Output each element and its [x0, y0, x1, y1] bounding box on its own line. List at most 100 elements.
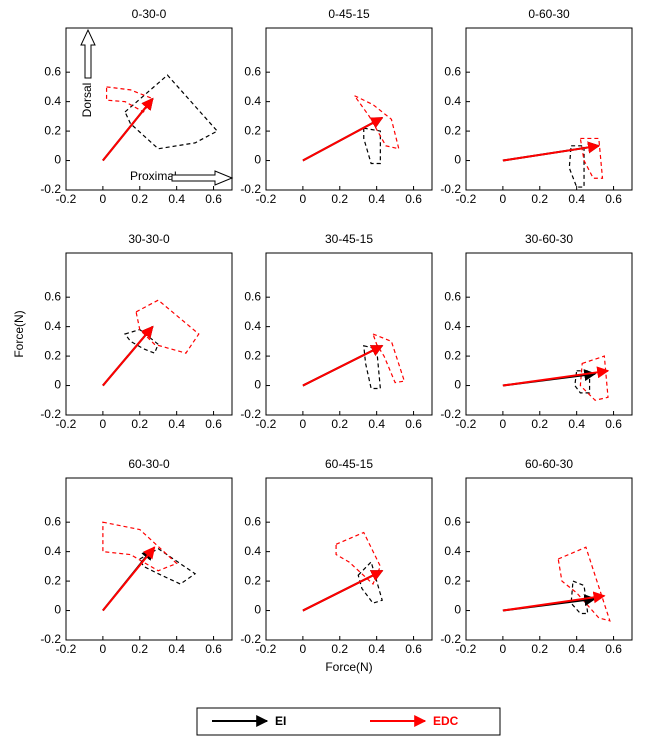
x-tick-label: 0.2: [131, 192, 148, 206]
x-tick-label: 0: [300, 417, 307, 431]
subplot-title: 30-45-15: [325, 232, 373, 246]
y-tick-label: -0.2: [40, 182, 61, 196]
x-tick-label: 0.4: [568, 192, 585, 206]
plot-area: [465, 252, 633, 416]
force-arrow: [502, 591, 606, 612]
annotation: Dorsal: [80, 83, 94, 118]
subplot-title: 30-30-0: [128, 232, 170, 246]
y-tick-label: 0: [254, 603, 261, 617]
subplot-title: 0-45-15: [328, 7, 370, 21]
workspace-region: [570, 580, 589, 615]
y-tick-label: 0.2: [244, 348, 261, 362]
x-tick-label: -0.2: [456, 642, 477, 656]
force-arrow: [302, 569, 384, 612]
force-arrow: [102, 325, 154, 387]
x-tick-label: 0: [300, 642, 307, 656]
x-tick-label: 0: [500, 642, 507, 656]
subplot-title: 30-60-30: [525, 232, 573, 246]
x-axis-label: Force(N): [325, 660, 372, 674]
y-tick-label: 0.2: [44, 348, 61, 362]
annotation: Proximal: [130, 169, 177, 183]
y-tick-label: -0.2: [240, 407, 261, 421]
x-tick-label: 0.6: [405, 642, 422, 656]
x-tick-label: 0.2: [331, 642, 348, 656]
y-tick-label: 0.4: [444, 319, 461, 333]
x-tick-label: 0.4: [168, 642, 185, 656]
y-tick-label: 0.4: [44, 319, 61, 333]
workspace-region: [371, 332, 406, 384]
y-tick-label: 0.6: [244, 514, 261, 528]
y-tick-label: 0: [54, 153, 61, 167]
y-tick-label: -0.2: [40, 407, 61, 421]
x-tick-label: 0.4: [168, 417, 185, 431]
plot-area: [65, 252, 233, 416]
workspace-region: [102, 521, 178, 572]
y-tick-label: 0.2: [244, 573, 261, 587]
y-tick-label: 0.2: [44, 573, 61, 587]
x-tick-label: 0.2: [131, 642, 148, 656]
workspace-region: [363, 345, 382, 390]
force-arrow: [102, 97, 154, 162]
plot-area: [465, 477, 633, 641]
subplot-title: 0-30-0: [132, 7, 167, 21]
y-tick-label: 0.6: [444, 289, 461, 303]
x-tick-label: 0.4: [568, 642, 585, 656]
x-tick-label: 0: [300, 192, 307, 206]
x-tick-label: 0: [100, 417, 107, 431]
plot-area: [265, 477, 433, 641]
y-tick-label: 0: [454, 603, 461, 617]
x-tick-label: 0: [500, 417, 507, 431]
workspace-region: [568, 145, 585, 188]
workspace-region: [105, 86, 154, 113]
y-tick-label: 0: [454, 378, 461, 392]
x-tick-label: 0.2: [331, 192, 348, 206]
y-tick-label: -0.2: [440, 407, 461, 421]
x-tick-label: 0.6: [605, 417, 622, 431]
x-tick-label: 0.4: [568, 417, 585, 431]
workspace-region: [579, 137, 604, 179]
y-tick-label: -0.2: [240, 182, 261, 196]
workspace-region: [363, 127, 381, 165]
legend-label: EDC: [433, 714, 459, 728]
x-tick-label: -0.2: [456, 192, 477, 206]
y-tick-label: 0.6: [44, 64, 61, 78]
x-tick-label: -0.2: [256, 417, 277, 431]
y-tick-label: -0.2: [240, 632, 261, 646]
x-tick-label: 0.6: [605, 642, 622, 656]
x-tick-label: -0.2: [56, 192, 77, 206]
dorsal-arrow: [80, 28, 96, 79]
x-tick-label: 0.6: [605, 192, 622, 206]
x-tick-label: 0.6: [205, 417, 222, 431]
x-tick-label: -0.2: [256, 642, 277, 656]
y-tick-label: 0.4: [244, 544, 261, 558]
y-tick-label: 0: [454, 153, 461, 167]
workspace-region: [124, 74, 219, 150]
y-tick-label: 0.6: [244, 289, 261, 303]
y-tick-label: 0.6: [244, 64, 261, 78]
x-tick-label: 0.2: [531, 192, 548, 206]
x-tick-label: -0.2: [256, 192, 277, 206]
y-tick-label: 0.6: [44, 289, 61, 303]
y-tick-label: 0: [254, 153, 261, 167]
x-tick-label: 0.4: [368, 417, 385, 431]
proximal-arrow: [171, 170, 234, 186]
subplot-title: 60-60-30: [525, 457, 573, 471]
y-tick-label: 0.4: [44, 544, 61, 558]
force-arrow: [302, 116, 384, 162]
y-tick-label: 0: [54, 603, 61, 617]
workspace-region: [579, 355, 609, 401]
workspace-region: [335, 531, 382, 586]
x-tick-label: -0.2: [456, 417, 477, 431]
y-tick-label: -0.2: [40, 632, 61, 646]
x-tick-label: 0.2: [531, 642, 548, 656]
x-tick-label: 0.2: [331, 417, 348, 431]
y-tick-label: 0.6: [44, 514, 61, 528]
y-tick-label: -0.2: [440, 632, 461, 646]
force-arrow: [302, 344, 384, 387]
x-tick-label: 0: [500, 192, 507, 206]
x-tick-label: -0.2: [56, 642, 77, 656]
subplot-title: 0-60-30: [528, 7, 570, 21]
workspace-region: [357, 560, 383, 604]
x-tick-label: 0.6: [205, 642, 222, 656]
x-tick-label: 0.4: [368, 642, 385, 656]
